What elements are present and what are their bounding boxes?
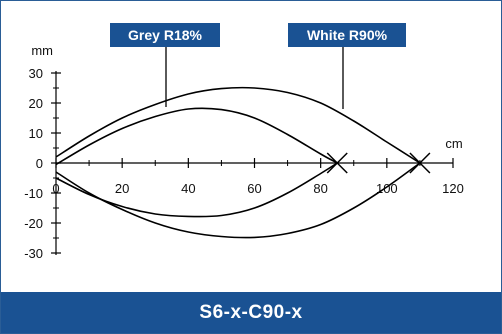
series-grey-r18-upper-curve [56,108,337,164]
series-grey-r18-lower-curve [56,163,337,217]
y-tick-label: 0 [36,156,43,171]
y-tick-label: 30 [29,66,43,81]
footer-title: S6-x-C90-x [199,302,302,324]
x-tick-label: 60 [247,181,261,196]
footer-banner: S6-x-C90-x [1,292,501,333]
x-tick-label: 0 [52,181,59,196]
y-tick-label: -30 [24,246,43,261]
y-tick-label: -20 [24,216,43,231]
y-tick-label: -10 [24,186,43,201]
x-tick-label: 80 [313,181,327,196]
legend-label-white-r90: White R90% [307,27,388,43]
series-white-r90-lower-curve [56,163,420,238]
x-axis-unit-label: cm [445,136,462,151]
x-tick-label: 120 [442,181,464,196]
x-tick-label: 100 [376,181,398,196]
x-tick-label: 20 [115,181,129,196]
y-axis-unit-label: mm [31,43,53,58]
y-tick-label: 10 [29,126,43,141]
y-tick-label: 20 [29,96,43,111]
x-tick-label: 40 [181,181,195,196]
series-white-r90-upper-curve [56,88,420,163]
legend-label-grey-r18: Grey R18% [128,27,202,43]
